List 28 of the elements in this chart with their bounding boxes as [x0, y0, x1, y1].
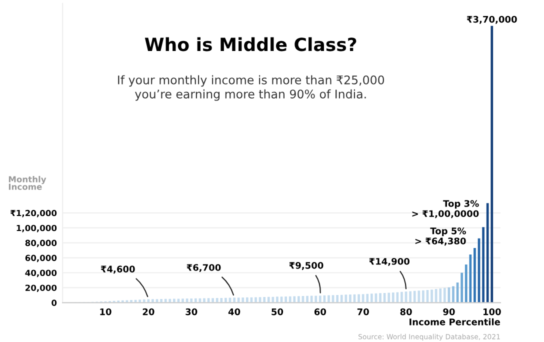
annotation: ₹4,600 [100, 266, 135, 274]
x-tick-label: 100 [483, 308, 501, 316]
x-tick-label: 60 [314, 308, 326, 316]
annotation: Top 3% > ₹1,00,0000 [412, 200, 479, 218]
x-tick-label: 80 [400, 308, 412, 316]
y-tick-label: 80,000 [25, 240, 57, 248]
x-tick-label: 30 [186, 308, 198, 316]
text: Who is Middle Class? [144, 37, 356, 52]
annotation: ₹9,500 [289, 262, 324, 270]
x-tick-label: 50 [272, 308, 284, 316]
y-axis-title: Monthly Income [8, 176, 46, 190]
y-tick-label: ₹1,20,000 [10, 210, 57, 218]
y-tick-label: 0 [52, 300, 57, 306]
x-tick-label: 40 [228, 308, 240, 316]
annotation: ₹6,700 [186, 264, 221, 272]
y-tick-label: 40,000 [25, 270, 57, 278]
y-tick-label: 20,000 [26, 284, 57, 292]
x-tick-label: 10 [100, 308, 112, 316]
annotation: Top 5% > ₹64,380 [415, 227, 466, 246]
data-label: ₹3,70,000 [466, 16, 517, 24]
y-tick-label: 1,00,000 [16, 224, 57, 232]
x-tick-label: 20 [142, 308, 154, 316]
annotation: ₹14,900 [369, 258, 410, 266]
x-axis-title: Income Percentile [410, 318, 500, 326]
y-tick-label: 60,000 [25, 254, 57, 262]
text: If your monthly income is more than ₹25,000 you’re earning more than 90% of India. [118, 75, 384, 101]
x-tick-label: 90 [443, 308, 455, 316]
x-tick-label: 70 [357, 308, 369, 316]
